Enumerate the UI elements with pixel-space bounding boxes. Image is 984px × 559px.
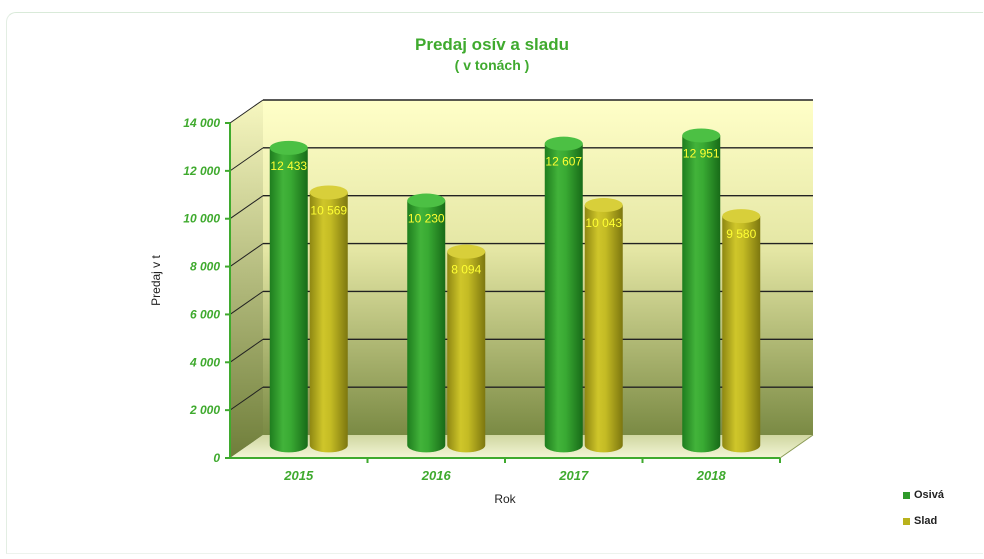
chart-frame xyxy=(6,12,983,554)
bar-body xyxy=(682,135,721,453)
bar-body xyxy=(309,192,348,453)
y-tick-label: 6 000 xyxy=(190,307,220,321)
bar-body xyxy=(269,147,308,453)
data-label: 12 433 xyxy=(270,159,307,173)
y-tick-label: 4 000 xyxy=(189,355,220,369)
data-label: 10 569 xyxy=(310,203,347,217)
legend-label-slad: Slad xyxy=(914,515,938,527)
bar-body xyxy=(544,143,583,453)
x-tick-label: 2018 xyxy=(696,468,727,483)
bar-osiva xyxy=(544,136,583,453)
y-tick-label: 2 000 xyxy=(189,403,220,417)
bar-slad xyxy=(584,198,623,453)
bar-body xyxy=(584,205,623,453)
floor-edge xyxy=(779,434,814,459)
data-label: 10 043 xyxy=(585,216,622,230)
bar-top xyxy=(447,244,486,259)
y-tick-label: 10 000 xyxy=(183,212,220,226)
bar-top xyxy=(682,128,721,143)
bar-top xyxy=(722,209,761,224)
bar-osiva xyxy=(407,193,446,453)
bar-osiva xyxy=(682,128,721,453)
bar-osiva xyxy=(269,140,308,453)
bar-top xyxy=(309,185,348,200)
legend: Osivá Slad xyxy=(903,488,944,540)
data-label: 12 607 xyxy=(545,155,582,169)
gridline-side xyxy=(229,195,264,220)
gridline-side xyxy=(229,338,264,363)
bar-top xyxy=(584,198,623,213)
x-axis-title: Rok xyxy=(494,492,516,506)
bar-body xyxy=(447,251,486,453)
x-tick-label: 2016 xyxy=(421,468,452,483)
bar-slad xyxy=(309,185,348,453)
data-label: 9 580 xyxy=(726,227,756,241)
chart-subtitle: ( v tonách ) xyxy=(454,57,530,73)
y-tick-label: 8 000 xyxy=(190,260,220,274)
y-axis-title: Predaj v t xyxy=(149,254,163,305)
bar-top xyxy=(544,136,583,151)
gridline-side xyxy=(229,243,264,267)
back-wall xyxy=(263,100,813,435)
gridline-side xyxy=(229,386,264,411)
legend-item-slad: Slad xyxy=(903,514,944,528)
bar-body xyxy=(407,200,446,453)
side-wall xyxy=(230,100,263,458)
chart-title: Predaj osív a sladu xyxy=(414,35,569,54)
data-label: 8 094 xyxy=(451,263,481,277)
legend-swatch-slad xyxy=(903,517,910,525)
x-tick-label: 2017 xyxy=(558,468,589,483)
y-tick-label: 0 xyxy=(213,451,220,465)
data-label: 10 230 xyxy=(408,212,445,226)
gridline-side xyxy=(229,99,264,124)
y-tick-label: 12 000 xyxy=(183,164,220,178)
bar-slad xyxy=(447,244,486,453)
bar-top xyxy=(407,193,446,208)
legend-label-osiva: Osivá xyxy=(914,489,944,501)
x-tick-label: 2015 xyxy=(283,468,314,483)
gridline-side xyxy=(229,291,264,315)
legend-swatch-osiva xyxy=(903,491,910,499)
y-tick-label: 14 000 xyxy=(183,116,220,130)
floor xyxy=(230,435,813,458)
bar-body xyxy=(722,216,761,453)
bar-slad xyxy=(722,209,761,453)
data-label: 12 951 xyxy=(683,146,720,160)
gridline-side xyxy=(229,147,264,172)
bar-top xyxy=(269,140,308,155)
legend-item-osiva: Osivá xyxy=(903,488,944,502)
